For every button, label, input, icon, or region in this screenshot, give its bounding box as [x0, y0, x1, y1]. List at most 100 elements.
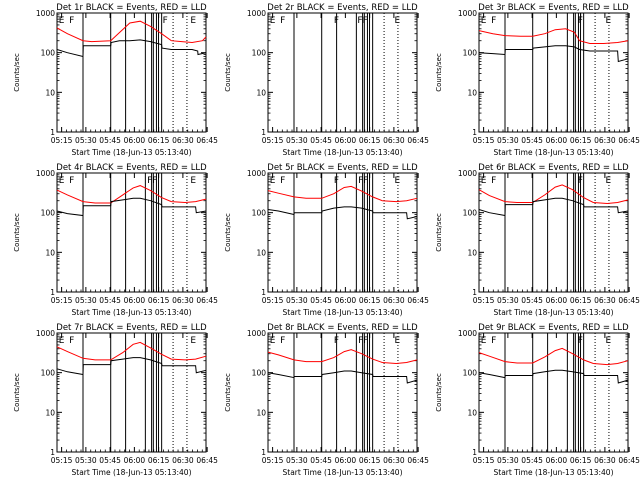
series-line-events [56, 197, 207, 217]
y-tick-label: 1 [261, 128, 266, 137]
x-tick-label: 06:00 [335, 296, 357, 305]
event-marker-label: E [270, 176, 276, 186]
x-tick-label: 05:30 [286, 136, 308, 145]
event-marker-label: F [491, 336, 496, 346]
chart-title: Det 9r BLACK = Events, RED = LLD [478, 323, 629, 333]
y-tick-label: 1000 [36, 9, 55, 18]
x-tick-label: 05:30 [75, 136, 97, 145]
chart-title: Det 7r BLACK = Events, RED = LLD [56, 323, 207, 333]
event-marker-label: F [69, 176, 74, 186]
x-axis-label: Start Time (18-Jun-13 05:13:40) [283, 468, 403, 477]
y-tick-label: 1000 [36, 169, 55, 178]
y-tick-label: 1 [472, 288, 477, 297]
x-tick-label: 06:15 [570, 296, 592, 305]
x-tick-label: 06:00 [124, 136, 146, 145]
x-tick-label: 05:15 [51, 136, 73, 145]
series-line-events [478, 369, 629, 384]
y-tick-label: 10 [467, 408, 477, 417]
x-axis-label: Start Time (18-Jun-13 05:13:40) [494, 468, 614, 477]
event-marker-label: F [578, 336, 583, 346]
event-marker-label: FF [358, 336, 368, 346]
y-tick-label: 100 [252, 209, 267, 218]
x-axis-label: Start Time (18-Jun-13 05:13:40) [494, 308, 614, 317]
y-tick-label: 100 [41, 209, 56, 218]
y-tick-label: 10 [256, 248, 266, 257]
x-tick-label: 06:45 [407, 456, 429, 465]
y-tick-label: 100 [463, 49, 478, 58]
y-tick-label: 1000 [36, 329, 55, 338]
plot-frame [267, 332, 418, 453]
x-axis-label: Start Time (18-Jun-13 05:13:40) [72, 468, 192, 477]
chart-panel-det-6r: Det 6r BLACK = Events, RED = LLD Counts/s… [435, 163, 640, 317]
event-marker-label: F [491, 16, 496, 26]
x-tick-label: 06:30 [594, 136, 616, 145]
y-tick-label: 100 [252, 49, 267, 58]
plot-frame [478, 12, 629, 133]
x-axis-label: Start Time (18-Jun-13 05:13:40) [283, 148, 403, 157]
x-tick-label: 05:45 [99, 296, 121, 305]
series-line-lld [267, 349, 418, 365]
x-tick-label: 06:15 [148, 136, 170, 145]
y-axis-label: Counts/sec [224, 373, 232, 412]
x-axis-label: Start Time (18-Jun-13 05:13:40) [72, 308, 192, 317]
chart-title: Det 4r BLACK = Events, RED = LLD [56, 163, 207, 173]
series-line-events [478, 197, 629, 217]
chart-title: Det 6r BLACK = Events, RED = LLD [478, 163, 629, 173]
x-tick-label: 05:15 [51, 456, 73, 465]
y-tick-label: 1000 [247, 9, 266, 18]
chart-panel-det-8r: Det 8r BLACK = Events, RED = LLD Counts/s… [224, 323, 429, 477]
event-marker-label: E [605, 16, 611, 26]
x-tick-label: 06:15 [359, 296, 381, 305]
y-tick-label: 1 [50, 448, 55, 457]
event-marker-label: E [481, 176, 487, 186]
plot-frame [56, 172, 207, 293]
event-marker-label: F [69, 336, 74, 346]
y-tick-label: 1 [261, 448, 266, 457]
y-axis-label: Counts/sec [13, 373, 21, 412]
y-tick-label: 1000 [247, 169, 266, 178]
x-tick-label: 05:30 [286, 456, 308, 465]
series-line-lld [56, 341, 207, 361]
y-axis-label: Counts/sec [13, 53, 21, 92]
plot-frame [478, 172, 629, 293]
series-line-lld [267, 185, 418, 203]
x-tick-label: 06:30 [594, 296, 616, 305]
y-tick-label: 1 [50, 128, 55, 137]
event-marker-label: F [69, 16, 74, 26]
event-marker-label: F [280, 16, 285, 26]
x-tick-label: 06:45 [407, 136, 429, 145]
x-tick-label: 05:15 [473, 296, 495, 305]
event-marker-label: F [280, 336, 285, 346]
series-line-lld [56, 185, 207, 204]
x-tick-label: 05:45 [521, 456, 543, 465]
x-tick-label: 06:15 [148, 456, 170, 465]
plot-frame [478, 332, 629, 453]
x-tick-label: 06:30 [383, 456, 405, 465]
chart-title: Det 5r BLACK = Events, RED = LLD [267, 163, 418, 173]
x-tick-label: 06:30 [172, 456, 194, 465]
y-tick-label: 10 [256, 88, 266, 97]
event-marker-label: E [605, 336, 611, 346]
x-tick-label: 06:00 [546, 296, 568, 305]
event-marker-label: F [578, 176, 583, 186]
x-tick-label: 05:45 [310, 136, 332, 145]
x-axis-label: Start Time (18-Jun-13 05:13:40) [283, 308, 403, 317]
x-tick-label: 06:00 [546, 136, 568, 145]
chart-title: Det 8r BLACK = Events, RED = LLD [267, 323, 418, 333]
event-marker-label: E [394, 16, 400, 26]
y-tick-label: 1 [472, 448, 477, 457]
event-marker-label: F [491, 176, 496, 186]
y-axis-label: Counts/sec [13, 213, 21, 252]
x-tick-label: 05:15 [473, 456, 495, 465]
y-tick-label: 1000 [458, 9, 477, 18]
x-tick-label: 06:00 [546, 456, 568, 465]
x-tick-label: 05:15 [262, 456, 284, 465]
chart-panel-det-9r: Det 9r BLACK = Events, RED = LLD Counts/s… [435, 323, 640, 477]
x-tick-label: 05:30 [497, 296, 519, 305]
y-axis-label: Counts/sec [435, 53, 443, 92]
event-marker-label: F [334, 336, 339, 346]
event-marker-label: E [394, 176, 400, 186]
event-marker-label: E [190, 336, 196, 346]
x-tick-label: 06:15 [570, 456, 592, 465]
chart-title: Det 2r BLACK = Events, RED = LLD [267, 3, 418, 13]
